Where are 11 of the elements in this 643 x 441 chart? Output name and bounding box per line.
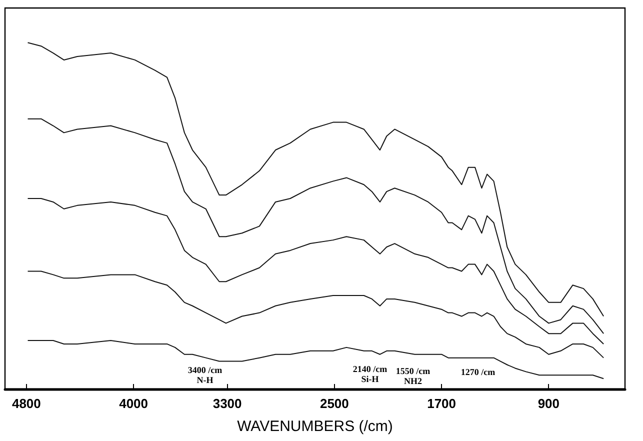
x-tick-label: 1700 [427,396,456,411]
x-axis-title: WAVENUMBERS (/cm) [237,418,393,435]
x-tick-label: 3300 [212,396,242,411]
x-tick-label: 4800 [12,396,41,411]
annotation: 1550 /cm NH2 [396,366,431,386]
annotation: 3400 /cm N-H [188,365,223,385]
x-tick-label: 2500 [320,396,349,411]
x-tick-label: 4000 [119,396,148,411]
annotation: 2140 /cm Si-H [352,364,388,384]
annotation: 1270 /cm [460,367,496,377]
x-tick-label: 900 [538,396,560,411]
